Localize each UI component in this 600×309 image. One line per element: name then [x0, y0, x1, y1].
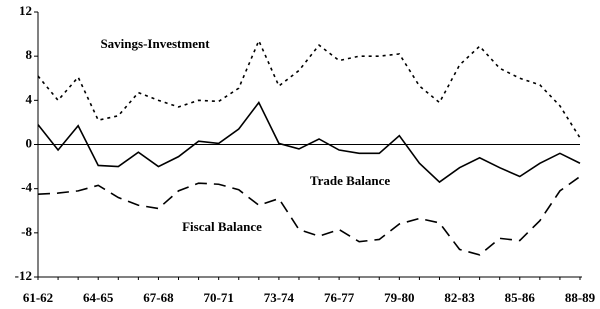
series-label: Trade Balance: [310, 173, 391, 188]
x-tick-label: 85-86: [505, 290, 536, 305]
y-tick-label: -4: [21, 180, 32, 195]
y-tick-label: 8: [26, 47, 33, 62]
y-tick-label: 4: [26, 91, 33, 106]
series-line: [37, 38, 581, 139]
x-tick-label: 73-74: [264, 290, 295, 305]
y-tick-label: 0: [26, 135, 33, 150]
x-tick-label: 82-83: [444, 290, 475, 305]
x-tick-label: 64-65: [83, 290, 114, 305]
y-tick-label: 12: [19, 3, 32, 18]
x-tick-label: 76-77: [324, 290, 355, 305]
y-tick-label: -12: [15, 268, 32, 283]
x-tick-label: 88-89: [565, 290, 596, 305]
series-line: [37, 101, 581, 184]
series-line: [37, 175, 581, 256]
x-tick-label: 61-62: [23, 290, 53, 305]
y-tick-label: -8: [21, 224, 32, 239]
x-tick-label: 70-71: [203, 290, 233, 305]
x-tick-label: 67-68: [143, 290, 174, 305]
x-tick-label: 79-80: [384, 290, 414, 305]
series-label: Fiscal Balance: [182, 219, 262, 234]
series-label: Savings-Investment: [100, 36, 210, 51]
